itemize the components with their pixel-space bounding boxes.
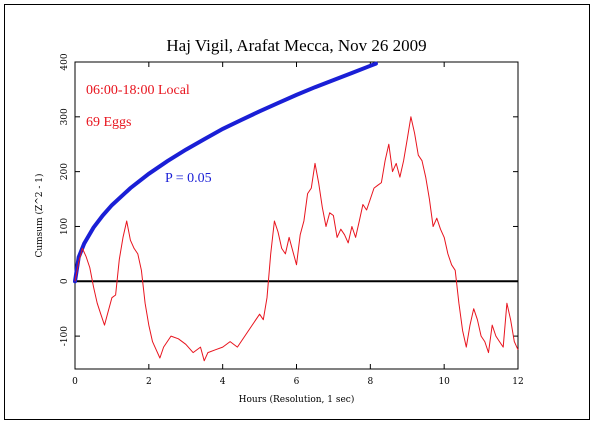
chart-title: Haj Vigil, Arafat Mecca, Nov 26 2009 xyxy=(166,36,426,55)
chart-frame xyxy=(4,4,590,420)
plot-area xyxy=(74,61,519,370)
eggs-annotation: 69 Eggs xyxy=(86,115,132,130)
y-tick-label: 300 xyxy=(60,108,70,125)
envelope-series-line xyxy=(73,61,378,284)
probability-annotation: P = 0.05 xyxy=(165,171,212,186)
x-tick-label: 6 xyxy=(294,377,300,387)
x-tick-label: 12 xyxy=(512,377,523,387)
time-range-annotation: 06:00-18:00 Local xyxy=(86,83,190,98)
cumsum-series-line xyxy=(74,116,519,362)
x-axis: 0 2 4 6 8 10 12 xyxy=(72,62,524,387)
y-tick-label: 400 xyxy=(60,53,70,70)
y-tick-label: -100 xyxy=(60,326,70,346)
x-tick-label: 2 xyxy=(146,377,152,387)
y-axis-title: Cumsum (Z^2 - 1) xyxy=(34,173,45,257)
y-tick-label: 0 xyxy=(60,278,70,284)
x-tick-label: 4 xyxy=(220,377,226,387)
y-tick-label: 200 xyxy=(60,163,70,180)
y-axis: -100 0 100 200 300 400 xyxy=(60,53,518,346)
x-tick-label: 10 xyxy=(438,377,450,387)
x-tick-label: 0 xyxy=(72,377,78,387)
x-axis-title: Hours (Resolution, 1 sec) xyxy=(239,394,355,405)
y-tick-label: 100 xyxy=(60,218,70,235)
x-tick-label: 8 xyxy=(367,377,373,387)
